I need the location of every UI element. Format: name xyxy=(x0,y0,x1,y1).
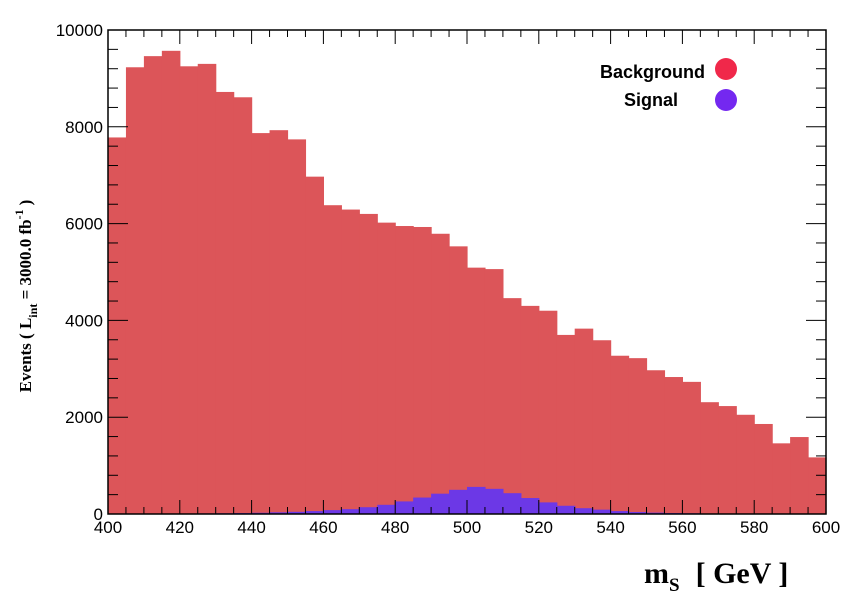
x-tick-label: 500 xyxy=(453,518,481,537)
background-series xyxy=(108,50,827,515)
y-tick-label: 0 xyxy=(94,505,103,524)
x-axis-tick-labels: 400 420 440 460 480 500 520 540 560 580 600 xyxy=(94,518,840,537)
background-bar xyxy=(359,213,378,515)
x-tick-label: 600 xyxy=(812,518,840,537)
background-bar xyxy=(269,130,289,515)
background-bar xyxy=(233,97,253,514)
background-bar xyxy=(646,370,666,514)
x-tick-label: 440 xyxy=(237,518,265,537)
legend-background-marker xyxy=(715,58,737,80)
x-axis-title: mS[ GeV ] xyxy=(644,557,788,596)
background-bar xyxy=(754,423,773,514)
background-bar xyxy=(790,437,809,514)
background-bar xyxy=(736,414,755,514)
background-bar xyxy=(161,50,181,514)
x-tick-label: 580 xyxy=(740,518,768,537)
x-tick-label: 420 xyxy=(166,518,194,537)
signal-bar xyxy=(467,486,486,514)
background-bar xyxy=(287,139,307,514)
y-tick-label: 10000 xyxy=(56,21,103,40)
background-bar xyxy=(682,381,701,514)
x-axis-ticks xyxy=(107,30,827,514)
background-bar xyxy=(431,233,450,514)
background-bar xyxy=(808,457,827,514)
background-bar xyxy=(628,358,648,514)
background-bar xyxy=(502,298,522,514)
background-bar xyxy=(520,305,540,514)
background-bar xyxy=(395,226,414,514)
signal-bar xyxy=(287,511,307,514)
y-tick-label: 8000 xyxy=(65,118,103,137)
signal-bar xyxy=(269,512,289,514)
background-bar xyxy=(449,246,468,514)
signal-bar xyxy=(431,493,450,514)
background-bar xyxy=(323,205,342,514)
signal-bar xyxy=(538,502,558,514)
signal-bar xyxy=(556,505,576,514)
signal-bar xyxy=(395,501,414,514)
background-bar xyxy=(179,66,199,515)
y-axis-ticks xyxy=(108,29,826,515)
legend-background-label: Background xyxy=(600,62,705,82)
background-bar xyxy=(664,377,683,514)
legend-signal-label: Signal xyxy=(624,90,678,110)
signal-series xyxy=(108,486,827,514)
background-bar xyxy=(592,340,612,514)
signal-bar xyxy=(305,511,324,514)
signal-bar xyxy=(413,497,432,514)
background-bar xyxy=(610,355,630,514)
x-tick-label: 540 xyxy=(596,518,624,537)
background-bar xyxy=(538,310,558,514)
signal-bar xyxy=(628,512,648,514)
x-tick-label: 560 xyxy=(668,518,696,537)
y-axis-tick-labels: 0 2000 4000 6000 8000 10000 xyxy=(56,21,103,524)
x-tick-label: 460 xyxy=(309,518,337,537)
signal-bar xyxy=(449,489,468,514)
background-bar xyxy=(143,56,163,515)
background-bar xyxy=(700,402,719,514)
background-bar xyxy=(215,91,235,515)
background-bar xyxy=(341,209,360,514)
background-bar xyxy=(251,133,271,515)
signal-bar xyxy=(610,511,630,514)
background-bar xyxy=(125,67,145,514)
x-tick-label: 400 xyxy=(94,518,122,537)
background-bar xyxy=(305,176,324,515)
background-bar xyxy=(377,222,396,514)
background-bar xyxy=(718,406,737,514)
y-tick-label: 2000 xyxy=(65,408,103,427)
legend-signal-marker xyxy=(715,89,737,111)
background-bar xyxy=(467,267,486,514)
x-tick-label: 520 xyxy=(525,518,553,537)
signal-bar xyxy=(323,510,342,514)
background-bar xyxy=(484,269,504,514)
background-bar xyxy=(197,63,217,514)
signal-bar xyxy=(502,493,522,514)
y-tick-label: 6000 xyxy=(65,215,103,234)
signal-bar xyxy=(341,509,360,514)
signal-bar xyxy=(592,509,612,514)
y-tick-label: 4000 xyxy=(65,311,103,330)
signal-bar xyxy=(377,504,396,514)
signal-bar xyxy=(359,507,378,514)
signal-bar xyxy=(520,498,540,514)
background-bar xyxy=(556,334,576,514)
background-bar xyxy=(772,443,791,514)
background-bar xyxy=(413,226,432,514)
signal-bar xyxy=(484,488,504,514)
y-axis-title: Events ( Lint = 3000.0 fb-1) xyxy=(12,200,40,393)
signal-bar xyxy=(574,508,594,514)
legend: Background Signal xyxy=(600,58,737,111)
background-bar xyxy=(574,328,594,514)
x-tick-label: 480 xyxy=(381,518,409,537)
background-bar xyxy=(108,137,127,514)
